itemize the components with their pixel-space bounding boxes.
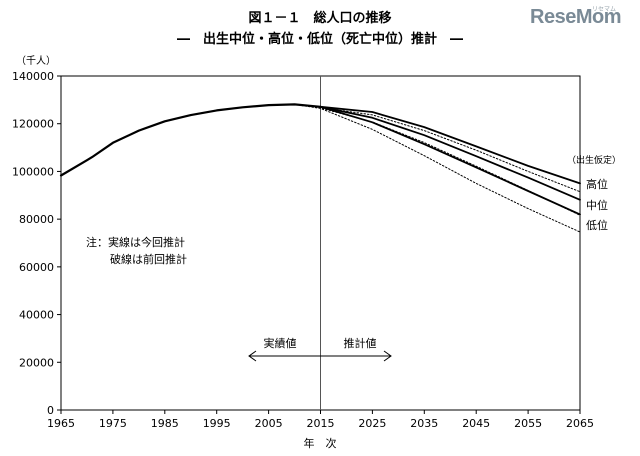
series-line-1 [319,105,581,185]
x-tick-label: 2025 [358,417,386,430]
annotation-line1: 注：実線は今回推計 [86,235,185,249]
x-tick-label: 2065 [566,417,594,430]
actual-label: 実績値 [264,336,297,350]
previous-projection-line-5 [294,103,581,216]
y-tick-label: 40000 [19,309,54,322]
x-tick-label: 1995 [203,417,231,430]
previous-projection-line-4 [294,103,581,193]
x-axis-label: 年 次 [304,436,337,450]
x-tick-label: 2045 [462,417,490,430]
x-tick-label: 1965 [47,417,75,430]
annotation-line2: 破線は前回推計 [110,252,187,266]
x-tick-label: 2005 [255,417,283,430]
y-tick-label: 140000 [12,70,54,83]
chart-title: 図１－１ 総人口の推移 [248,10,391,26]
x-tick-label: 1985 [151,417,179,430]
chart-subtitle: ― 出生中位・高位・低位（死亡中位）推計 ― [177,31,463,47]
legend-low: 低位 [586,218,608,232]
series-line-0 [59,103,322,177]
x-tick-label: 2035 [410,417,438,430]
y-tick-label: 80000 [19,213,54,226]
series-line-2 [319,105,581,201]
y-tick-label: 0 [47,404,54,417]
assumption-label: （出生仮定） [567,154,621,166]
previous-projection-line-6 [294,103,581,233]
y-tick-label: 20000 [19,356,54,369]
resemom-logo-sub: リセマム [592,6,617,13]
x-tick-label: 2055 [514,417,542,430]
legend-medium: 中位 [586,198,608,212]
y-tick-label: 100000 [12,165,54,178]
x-tick-label: 2015 [307,417,335,430]
legend-high: 高位 [586,177,608,191]
y-unit-label: （千人） [16,55,56,67]
y-tick-label: 120000 [12,118,54,131]
projection-label: 推計値 [344,336,377,350]
series-line-3 [319,105,581,216]
period-arrow [248,350,392,362]
x-tick-label: 1975 [99,417,127,430]
resemom-logo: ReseMom [530,6,621,28]
y-tick-label: 60000 [19,261,54,274]
